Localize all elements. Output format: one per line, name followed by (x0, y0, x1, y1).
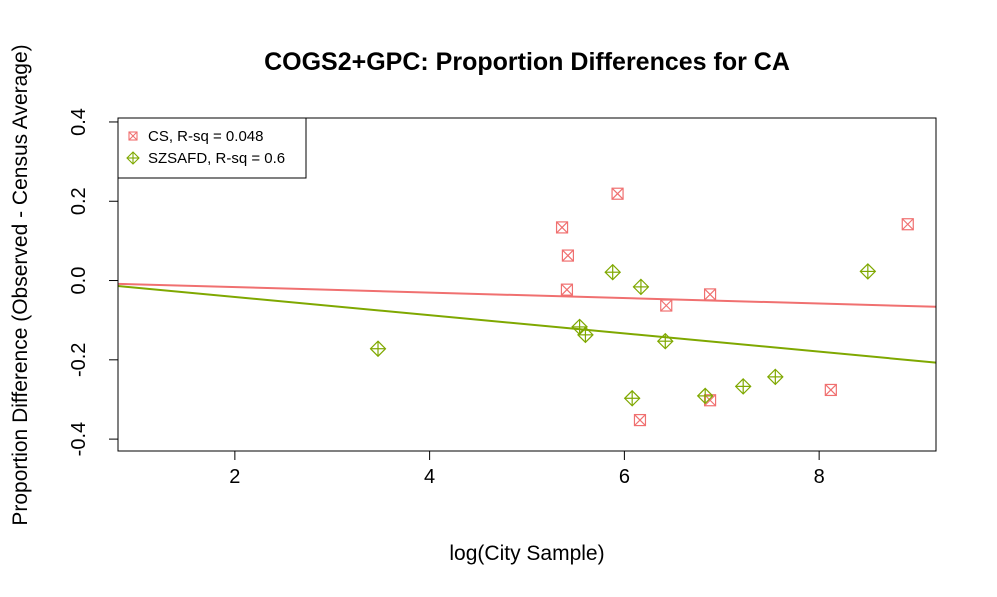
data-point (660, 299, 673, 312)
data-point (703, 288, 717, 301)
legend-item-cs: CS, R-sq = 0.048 (128, 128, 263, 145)
legend: CS, R-sq = 0.048 SZSAFD, R-sq = 0.6 (117, 117, 307, 179)
data-point (766, 368, 784, 386)
y-axis: -0.4 -0.2 0.0 0.2 0.4 (68, 108, 119, 456)
x-axis: 2 4 6 8 (229, 450, 825, 488)
data-point (611, 187, 624, 200)
data-point (901, 218, 914, 231)
fit-line-szsafd (118, 285, 936, 364)
legend-item-szsafd: SZSAFD, R-sq = 0.6 (126, 150, 285, 167)
data-point (632, 278, 650, 296)
fit-line-cs (118, 282, 936, 308)
y-tick-label: 0.4 (68, 108, 90, 136)
y-tick-label: -0.2 (68, 343, 90, 377)
data-point (703, 394, 717, 407)
x-tick-label: 6 (619, 466, 630, 488)
legend-marker (126, 151, 140, 165)
y-tick-label: -0.4 (68, 422, 90, 456)
x-tick-label: 2 (229, 466, 240, 488)
y-tick-label: 0.2 (68, 187, 90, 215)
legend-box (117, 117, 307, 179)
series-szsafd (118, 263, 936, 407)
data-point (577, 326, 594, 344)
legend-marker (128, 131, 138, 141)
data-point (623, 389, 641, 407)
x-axis-label: log(City Sample) (449, 542, 604, 565)
data-point (633, 413, 647, 427)
y-tick-label: 0.0 (68, 267, 90, 295)
data-point (555, 221, 569, 234)
data-point (824, 383, 837, 397)
data-point (369, 340, 387, 358)
legend-label: CS, R-sq = 0.048 (148, 128, 263, 145)
data-point (734, 378, 752, 395)
data-point (560, 283, 574, 296)
data-point (859, 263, 877, 280)
data-point (656, 332, 674, 350)
data-point (696, 387, 714, 405)
series-cs (118, 187, 936, 427)
legend-label: SZSAFD, R-sq = 0.6 (148, 150, 285, 167)
plot-area (118, 187, 936, 427)
data-point (604, 263, 622, 281)
y-axis-label: Proportion Difference (Observed - Census… (9, 44, 32, 525)
x-tick-label: 8 (814, 466, 825, 488)
data-point (561, 249, 575, 262)
chart-title: COGS2+GPC: Proportion Differences for CA (264, 48, 790, 76)
x-tick-label: 4 (424, 466, 435, 488)
